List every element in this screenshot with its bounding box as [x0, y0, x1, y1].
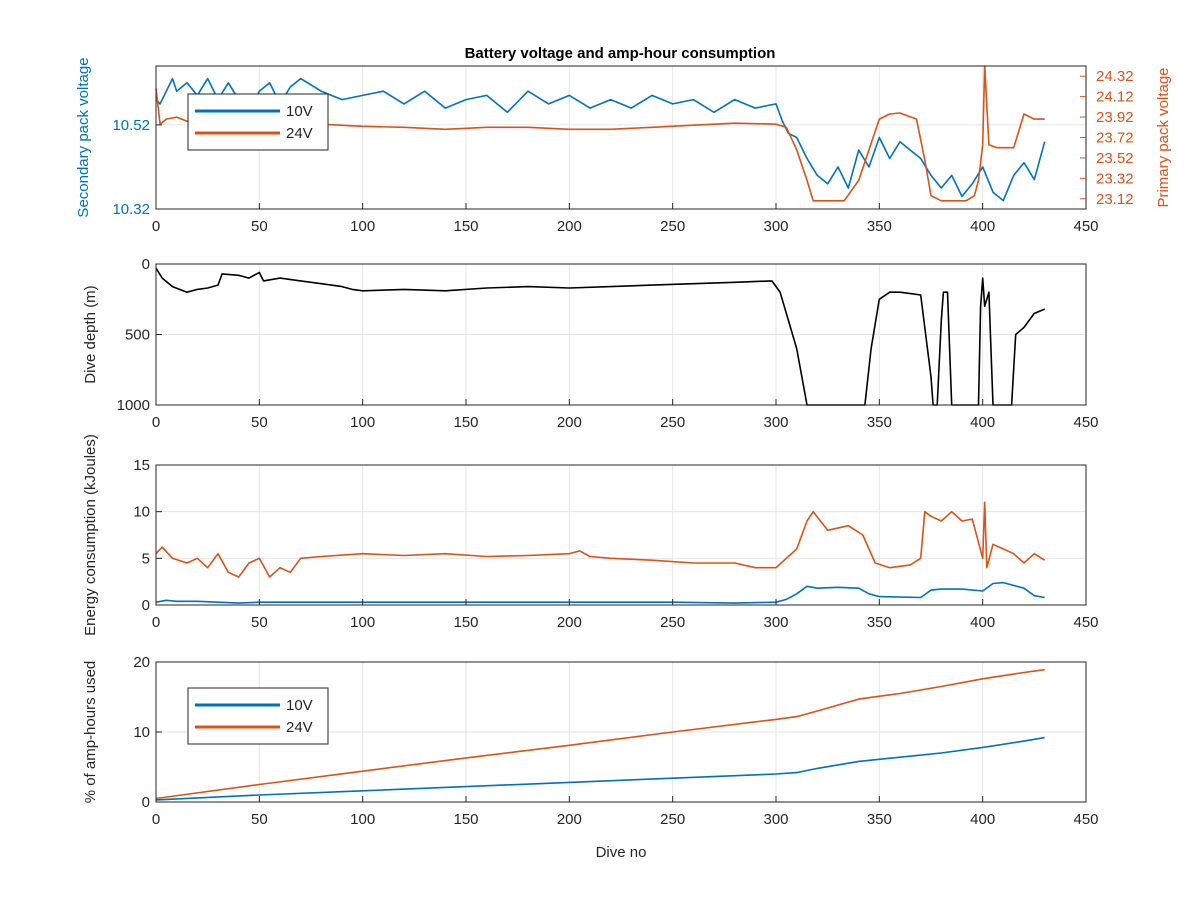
x-tick-label: 350 — [867, 218, 892, 235]
y-tick-label: 10.32 — [112, 201, 150, 218]
x-tick-label: 100 — [350, 414, 375, 431]
y-tick-label: 10.52 — [112, 117, 150, 134]
y-tick-label: 1000 — [117, 397, 150, 414]
y-right-tick-label: 23.72 — [1096, 130, 1134, 147]
legend-label-24v: 24V — [286, 125, 313, 142]
y-tick-label: 0 — [142, 794, 150, 811]
legend-box — [187, 687, 329, 745]
x-tick-label: 350 — [867, 414, 892, 431]
x-tick-label: 250 — [660, 811, 685, 828]
y-right-tick-label: 24.12 — [1096, 89, 1134, 106]
x-tick-label: 200 — [557, 414, 582, 431]
x-tick-label: 250 — [660, 414, 685, 431]
x-tick-label: 50 — [251, 218, 268, 235]
x-tick-label: 0 — [152, 614, 160, 631]
x-tick-label: 300 — [763, 414, 788, 431]
series-line-10v — [155, 581, 1045, 604]
x-tick-label: 450 — [1073, 414, 1098, 431]
series-line-10v — [155, 736, 1045, 801]
x-tick-label: 0 — [152, 414, 160, 431]
y-axis-label: % of amp-hours used — [82, 661, 99, 804]
legend-box — [187, 93, 329, 151]
x-tick-label: 400 — [970, 811, 995, 828]
x-axis-label: Dive no — [596, 844, 647, 861]
y-tick-label: 5 — [142, 550, 150, 567]
energy-panel: 0 50 100 150 200 250 300 350 400 450 0 5 10 15 Energy … — [82, 434, 1099, 636]
x-tick-label: 200 — [557, 614, 582, 631]
x-tick-label: 150 — [453, 414, 478, 431]
axes-box — [155, 464, 1087, 606]
x-tick-label: 250 — [660, 614, 685, 631]
y-tick-label: 0 — [142, 597, 150, 614]
x-tick-label: 450 — [1073, 811, 1098, 828]
x-tick-label: 450 — [1073, 218, 1098, 235]
x-tick-label: 300 — [763, 811, 788, 828]
x-tick-label: 300 — [763, 614, 788, 631]
x-tick-label: 250 — [660, 218, 685, 235]
y-tick-label: 10 — [133, 504, 150, 521]
x-tick-label: 450 — [1073, 614, 1098, 631]
x-tick-label: 400 — [970, 614, 995, 631]
x-tick-label: 150 — [453, 811, 478, 828]
x-tick-label: 50 — [251, 811, 268, 828]
y-right-axis-label: Primary pack voltage — [1155, 67, 1172, 207]
y-tick-label: 0 — [142, 256, 150, 273]
chart-title: Battery voltage and amp-hour consumption — [465, 45, 776, 62]
x-tick-label: 0 — [152, 218, 160, 235]
x-tick-label: 300 — [763, 218, 788, 235]
x-tick-label: 50 — [251, 414, 268, 431]
legend-label-10v: 10V — [286, 697, 313, 714]
x-tick-label: 200 — [557, 811, 582, 828]
y-right-tick-label: 24.32 — [1096, 68, 1134, 85]
y-right-tick-label: 23.12 — [1096, 191, 1134, 208]
plot-area — [156, 465, 1086, 605]
y-right-tick-label: 23.52 — [1096, 150, 1134, 167]
x-tick-label: 400 — [970, 218, 995, 235]
y-right-tick-label: 23.32 — [1096, 170, 1134, 187]
x-tick-label: 400 — [970, 414, 995, 431]
y-tick-label: 20 — [133, 654, 150, 671]
legend-label-10v: 10V — [286, 103, 313, 120]
series-line-24v — [155, 668, 1045, 800]
y-tick-label: 10 — [133, 724, 150, 741]
x-tick-label: 100 — [350, 811, 375, 828]
depth-panel: 0 50 100 150 200 250 300 350 400 450 0 500 1000 Dive … — [82, 256, 1099, 431]
voltage-panel: 0 50 100 150 200 250 300 350 400 450 10.32 10.52 23.… — [75, 45, 1172, 235]
x-tick-label: 0 — [152, 811, 160, 828]
y-right-tick-label: 23.92 — [1096, 109, 1134, 126]
y-axis-label: Energy consumption (kJoules) — [82, 434, 99, 636]
amphours-panel: 0 50 100 150 200 250 300 350 400 450 0 10 20 % of amp… — [82, 654, 1099, 861]
x-tick-label: 150 — [453, 218, 478, 235]
y-axis-label: Secondary pack voltage — [75, 57, 92, 217]
series-line-24v — [155, 501, 1046, 578]
y-axis-label: Dive depth (m) — [82, 285, 99, 383]
y-tick-label: 500 — [125, 327, 150, 344]
x-tick-label: 100 — [350, 614, 375, 631]
legend-label-24v: 24V — [286, 719, 313, 736]
x-tick-label: 50 — [251, 614, 268, 631]
x-tick-label: 350 — [867, 811, 892, 828]
x-tick-label: 200 — [557, 218, 582, 235]
y-tick-label: 15 — [133, 457, 150, 474]
x-tick-label: 100 — [350, 218, 375, 235]
x-tick-label: 150 — [453, 614, 478, 631]
x-tick-label: 350 — [867, 614, 892, 631]
